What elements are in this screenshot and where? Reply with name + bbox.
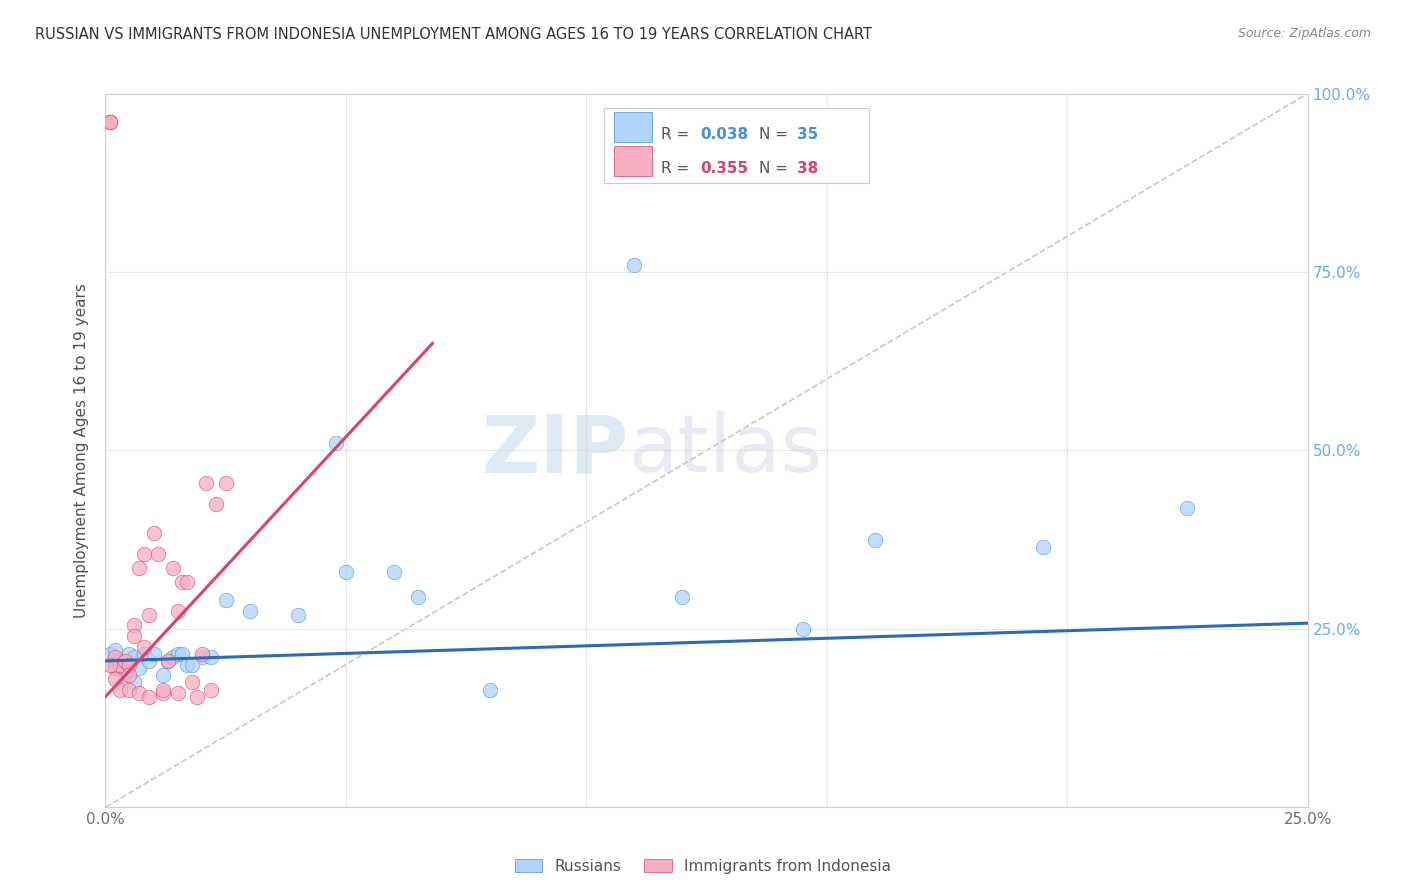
Point: [200, 650, 222, 665]
Point: [104, 672, 127, 686]
Point: [104, 643, 127, 657]
FancyBboxPatch shape: [605, 108, 869, 183]
Point: [114, 668, 136, 682]
FancyBboxPatch shape: [614, 112, 652, 142]
Text: ZIP: ZIP: [481, 411, 628, 490]
Point: [406, 590, 429, 604]
Text: R =: R =: [661, 161, 695, 176]
Point: [382, 565, 405, 579]
Point: [479, 682, 502, 697]
Point: [128, 661, 150, 675]
Text: R =: R =: [661, 127, 695, 142]
Point: [162, 650, 184, 665]
Point: [166, 686, 188, 700]
Point: [128, 561, 150, 575]
Point: [132, 547, 155, 561]
Text: N =: N =: [759, 127, 793, 142]
Point: [98, 115, 121, 129]
Point: [138, 690, 160, 704]
Point: [132, 647, 155, 661]
Point: [623, 258, 645, 272]
Point: [124, 618, 146, 632]
Point: [124, 675, 146, 690]
Point: [1032, 540, 1054, 554]
Point: [166, 604, 188, 618]
Point: [186, 690, 208, 704]
Point: [142, 647, 165, 661]
Point: [181, 657, 204, 672]
Point: [162, 561, 184, 575]
Text: atlas: atlas: [628, 411, 823, 490]
Point: [190, 650, 212, 665]
Point: [118, 647, 141, 661]
Point: [287, 607, 309, 622]
Point: [335, 565, 357, 579]
Text: N =: N =: [759, 161, 793, 176]
Point: [1175, 500, 1198, 515]
Point: [214, 593, 236, 607]
Text: 0.038: 0.038: [700, 127, 748, 142]
Point: [152, 668, 174, 682]
Point: [172, 575, 194, 590]
Point: [205, 497, 228, 511]
Point: [181, 675, 204, 690]
Point: [114, 654, 136, 668]
Point: [98, 115, 121, 129]
Point: [792, 622, 814, 636]
Point: [190, 647, 212, 661]
Text: 35: 35: [797, 127, 818, 142]
Point: [142, 525, 165, 540]
FancyBboxPatch shape: [614, 145, 652, 176]
Point: [138, 607, 160, 622]
Point: [104, 650, 127, 665]
Text: 0.355: 0.355: [700, 161, 748, 176]
Point: [863, 533, 886, 547]
Text: RUSSIAN VS IMMIGRANTS FROM INDONESIA UNEMPLOYMENT AMONG AGES 16 TO 19 YEARS CORR: RUSSIAN VS IMMIGRANTS FROM INDONESIA UNE…: [35, 27, 872, 42]
Point: [176, 657, 198, 672]
Point: [98, 115, 121, 129]
Text: 38: 38: [797, 161, 818, 176]
Point: [108, 654, 131, 668]
Point: [176, 575, 198, 590]
Y-axis label: Unemployment Among Ages 16 to 19 years: Unemployment Among Ages 16 to 19 years: [75, 283, 90, 618]
Point: [152, 682, 174, 697]
Point: [148, 547, 170, 561]
Point: [124, 629, 146, 643]
Point: [124, 650, 146, 665]
Point: [156, 654, 179, 668]
Point: [156, 654, 179, 668]
Point: [118, 682, 141, 697]
Point: [200, 682, 222, 697]
Point: [104, 657, 127, 672]
Point: [239, 604, 262, 618]
Point: [195, 475, 218, 490]
Point: [128, 686, 150, 700]
Point: [152, 686, 174, 700]
Point: [104, 661, 127, 675]
Point: [325, 436, 347, 450]
Point: [98, 647, 121, 661]
Point: [166, 647, 188, 661]
Point: [118, 668, 141, 682]
Point: [132, 640, 155, 654]
Text: Source: ZipAtlas.com: Source: ZipAtlas.com: [1237, 27, 1371, 40]
Legend: Russians, Immigrants from Indonesia: Russians, Immigrants from Indonesia: [509, 853, 897, 880]
Point: [172, 647, 194, 661]
Point: [108, 682, 131, 697]
Point: [118, 657, 141, 672]
Point: [671, 590, 693, 604]
Point: [138, 654, 160, 668]
Point: [214, 475, 236, 490]
Point: [98, 657, 121, 672]
Point: [108, 657, 131, 672]
